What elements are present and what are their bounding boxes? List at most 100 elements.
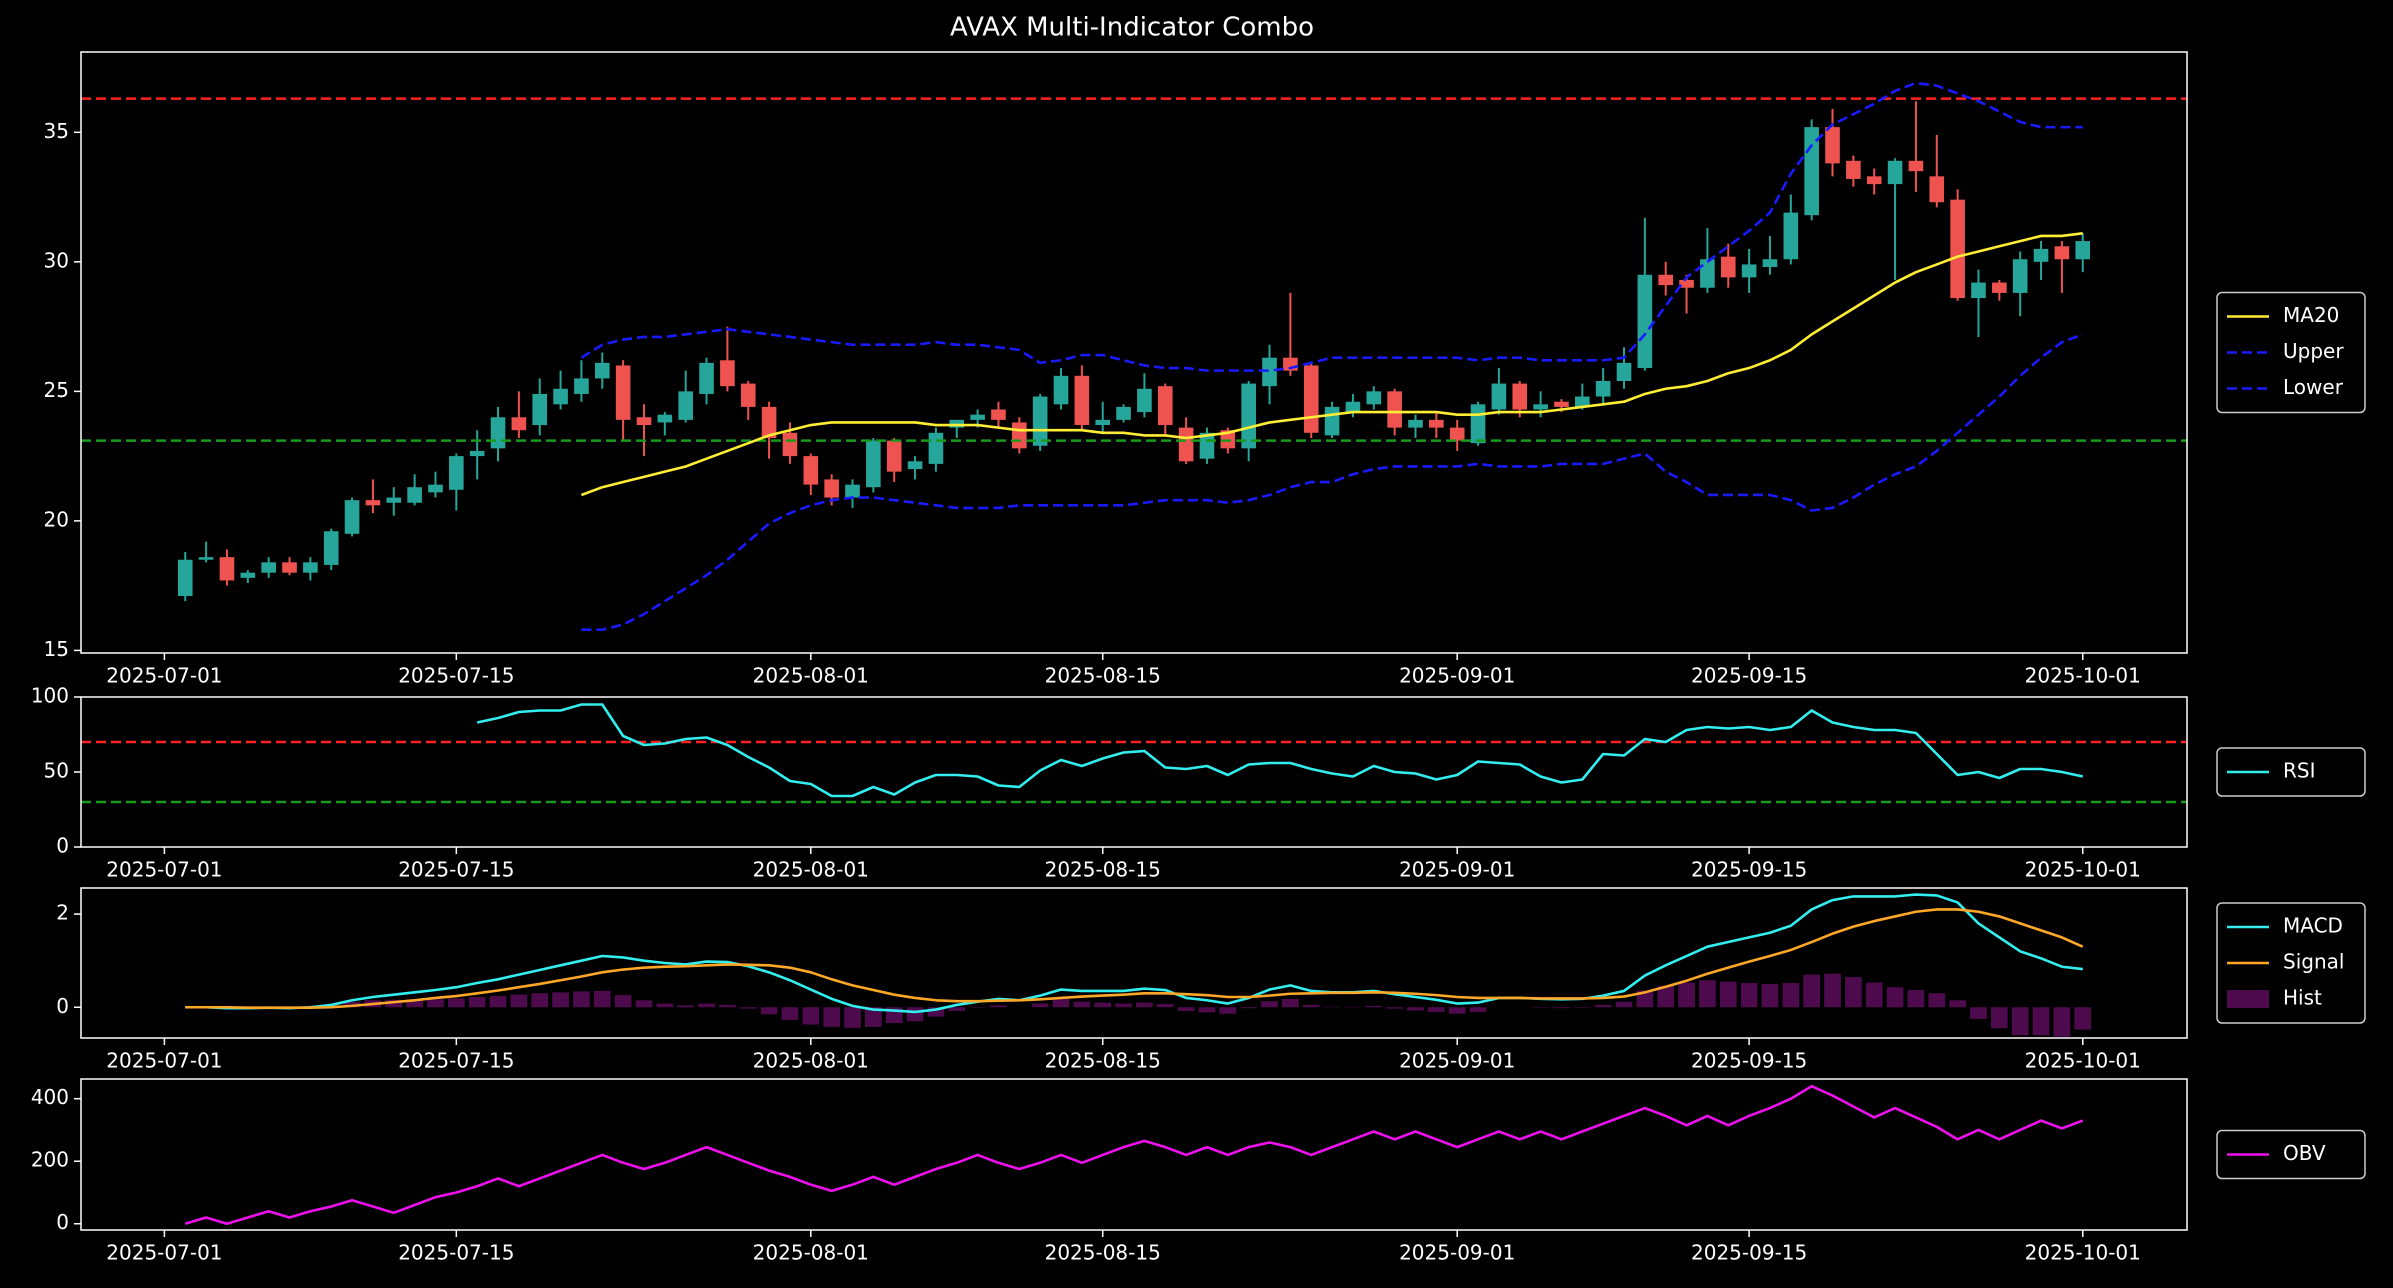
x-tick-label: 2025-07-01 [106, 664, 222, 688]
legend-label: MACD [2283, 914, 2343, 938]
candle-body [511, 417, 527, 431]
y-tick-label: 400 [31, 1085, 69, 1109]
x-tick-label: 2025-10-01 [2025, 1049, 2141, 1073]
hist-bar [2074, 1007, 2092, 1030]
x-tick-label: 2025-09-15 [1691, 858, 1807, 882]
legend-label: OBV [2283, 1141, 2326, 1165]
candle-body [594, 362, 610, 379]
x-tick-label: 2025-08-01 [753, 1241, 869, 1265]
hist-bar [2032, 1007, 2050, 1036]
hist-bar [1761, 983, 1779, 1008]
candle-body [198, 557, 214, 560]
hist-bar [844, 1007, 861, 1028]
hist-bar [635, 1000, 653, 1008]
candle-body [678, 391, 693, 420]
x-tick-label: 2025-08-15 [1045, 1241, 1161, 1265]
candle-body [1220, 430, 1236, 449]
hist-bar [1990, 1007, 2008, 1029]
candle-body [1095, 419, 1111, 426]
candle-body [386, 497, 402, 503]
legend: RSI [2216, 747, 2366, 797]
hist-bar [1907, 990, 1925, 1008]
hist-bar [1740, 983, 1758, 1008]
hist-bar [1949, 1000, 1966, 1008]
legend-label: Signal [2283, 950, 2344, 974]
candle-body [1262, 357, 1277, 387]
legend-label: Hist [2283, 986, 2322, 1010]
candle-body [574, 378, 589, 394]
series-line [185, 908, 2084, 1010]
candle-body [407, 487, 422, 503]
candle-body [1157, 386, 1173, 426]
hist-bar [719, 1004, 736, 1008]
hist-bar [1615, 1001, 1633, 1008]
candle-body [1783, 212, 1799, 260]
hist-bar [1407, 1007, 1424, 1011]
hist-bar [781, 1007, 799, 1020]
legend-box [2216, 1129, 2366, 1180]
candle-body [1366, 391, 1382, 405]
hist-bar [1594, 1004, 1612, 1008]
candle-body [240, 572, 256, 578]
candle-body [2033, 248, 2049, 262]
candle-body [428, 484, 443, 493]
candle-body [1178, 427, 1194, 462]
x-tick-label: 2025-09-01 [1399, 858, 1515, 882]
y-tick-label: 25 [44, 378, 69, 402]
candle-body [1449, 427, 1465, 441]
hist-bar [531, 993, 549, 1008]
x-tick-label: 2025-10-01 [2025, 1241, 2141, 1265]
hist-bar [1282, 998, 1299, 1008]
hist-bar [1240, 1007, 1258, 1009]
legend-label: Lower [2283, 375, 2344, 399]
candle-body [1825, 127, 1840, 164]
candle-body [782, 432, 798, 457]
candle-body [1950, 199, 1965, 299]
hist-bar [573, 991, 590, 1008]
candle-body [1345, 401, 1361, 413]
series-line [476, 703, 2084, 798]
hist-bar [427, 999, 444, 1008]
x-tick-label: 2025-09-15 [1691, 1241, 1807, 1265]
hist-bar [865, 1007, 882, 1027]
x-tick-label: 2025-07-15 [398, 858, 514, 882]
x-tick-label: 2025-07-15 [398, 1241, 514, 1265]
series-line [184, 1084, 2084, 1226]
hist-bar [1657, 985, 1675, 1008]
legend-label: MA20 [2283, 303, 2339, 327]
y-tick-label: 20 [44, 507, 69, 531]
hist-bar [1782, 983, 1800, 1008]
x-tick-label: 2025-10-01 [2025, 858, 2141, 882]
hist-bar [990, 1005, 1007, 1008]
plot-area [81, 703, 2187, 804]
series-line [185, 893, 2083, 1014]
hist-bar [1115, 1003, 1132, 1008]
candle-body [1387, 391, 1402, 428]
hist-bar [1052, 998, 1070, 1008]
candle-body [1512, 383, 1528, 410]
y-tick-label: 200 [31, 1148, 69, 1172]
candle-body [1908, 160, 1924, 172]
hist-bar [656, 1003, 674, 1008]
candle-body [970, 414, 985, 420]
legend: MA20 Upper Lower [2216, 291, 2366, 414]
hist-bar [447, 998, 465, 1008]
hist-bar [2011, 1007, 2029, 1036]
hist-bar [1177, 1007, 1195, 1011]
hist-bar [1156, 1003, 1174, 1008]
legend: MACD Signal Hist [2216, 902, 2366, 1024]
hist-bar [593, 990, 611, 1008]
hist-bar [1824, 973, 1841, 1008]
candle-body [323, 531, 339, 565]
candle-body [1408, 419, 1423, 428]
hist-bar [1886, 987, 1904, 1008]
candle-body [1241, 383, 1256, 449]
x-tick-label: 2025-07-01 [106, 858, 222, 882]
plot-area [185, 893, 2092, 1037]
candle-body [991, 409, 1006, 420]
candle-body [1116, 406, 1131, 420]
axes-frame [80, 1078, 2188, 1231]
series-line [581, 333, 2084, 631]
